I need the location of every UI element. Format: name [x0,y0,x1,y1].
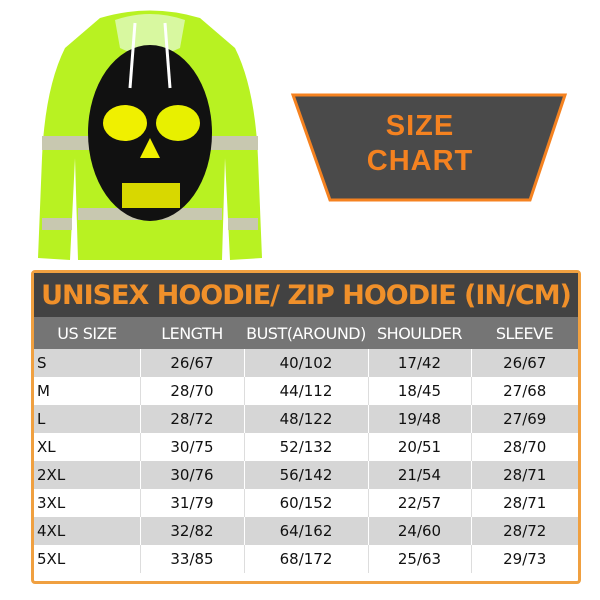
measurement-cell: 27/69 [470,405,578,433]
measurement-cell: 28/71 [470,461,578,489]
column-header: LENGTH [140,317,244,349]
measurement-cell: 20/51 [367,433,471,461]
measurement-cell: 26/67 [139,349,244,377]
table-row: 4XL 32/82 64/162 24/60 28/72 [34,517,578,545]
measurement-cell: 28/72 [470,517,578,545]
measurement-cell: 28/71 [470,489,578,517]
measurement-cell: 21/54 [367,461,471,489]
table-row: 2XL 30/76 56/142 21/54 28/71 [34,461,578,489]
measurement-cell: 30/75 [139,433,244,461]
table-row: L 28/72 48/122 19/48 27/69 [34,405,578,433]
measurement-cell: 25/63 [367,545,471,573]
table-row: XL 30/75 52/132 20/51 28/70 [34,433,578,461]
hoodie-product-image [38,10,262,260]
measurement-cell: 60/152 [243,489,368,517]
column-header: BUST(AROUND) [244,317,368,349]
measurement-cell: 48/122 [243,405,368,433]
column-header: US SIZE [34,317,140,349]
column-header: SHOULDER [368,317,471,349]
table-row: 3XL 31/79 60/152 22/57 28/71 [34,489,578,517]
size-cell: 5XL [34,545,140,573]
table-row: S 26/67 40/102 17/42 26/67 [34,349,578,377]
measurement-cell: 27/68 [470,377,578,405]
size-cell: L [34,405,140,433]
measurement-cell: 24/60 [367,517,471,545]
table-row: 5XL 33/85 68/172 25/63 29/73 [34,545,578,573]
banner-line-1: SIZE [385,110,455,142]
measurement-cell: 33/85 [139,545,244,573]
measurement-cell: 31/79 [139,489,244,517]
header-row: US SIZE LENGTH BUST(AROUND) SHOULDER SLEEVE [34,317,578,349]
table-title: UNISEX HOODIE/ ZIP HOODIE (IN/CM) [34,273,578,317]
table-row: M 28/70 44/112 18/45 27/68 [34,377,578,405]
measurement-cell: 19/48 [367,405,471,433]
measurement-cell: 52/132 [243,433,368,461]
measurement-cell: 64/162 [243,517,368,545]
measurement-cell: 32/82 [139,517,244,545]
column-header: SLEEVE [471,317,578,349]
banner-line-2: CHART [366,145,474,177]
measurement-cell: 30/76 [139,461,244,489]
size-chart-table: UNISEX HOODIE/ ZIP HOODIE (IN/CM) US SIZ… [31,270,581,584]
measurement-cell: 44/112 [243,377,368,405]
measurement-cell: 28/70 [139,377,244,405]
measurement-cell: 18/45 [367,377,471,405]
size-cell: 4XL [34,517,140,545]
measurement-cell: 17/42 [367,349,471,377]
size-cell: S [34,349,140,377]
measurement-cell: 26/67 [470,349,578,377]
measurement-cell: 28/70 [470,433,578,461]
measurement-cell: 56/142 [243,461,368,489]
size-cell: 3XL [34,489,140,517]
size-cell: XL [34,433,140,461]
measurement-cell: 29/73 [470,545,578,573]
measurement-cell: 28/72 [139,405,244,433]
measurement-cell: 22/57 [367,489,471,517]
measurement-cell: 40/102 [243,349,368,377]
size-cell: M [34,377,140,405]
size-cell: 2XL [34,461,140,489]
size-chart-banner [290,93,568,202]
measurement-cell: 68/172 [243,545,368,573]
